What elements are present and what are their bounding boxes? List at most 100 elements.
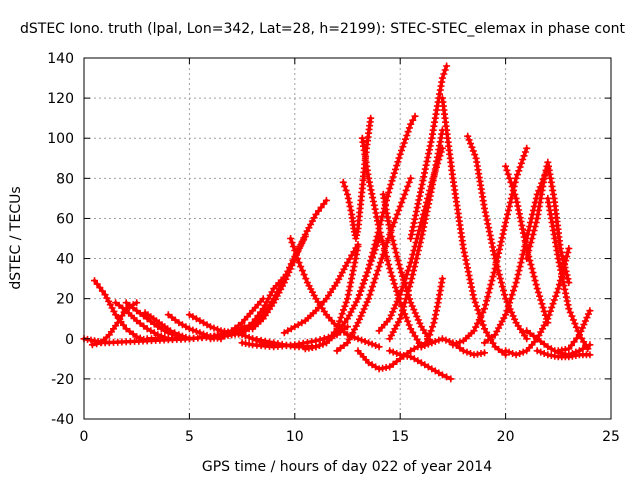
data-point-marker xyxy=(283,272,291,280)
data-point-marker xyxy=(481,325,488,333)
data-point-marker xyxy=(484,293,492,301)
data-point-marker xyxy=(512,279,520,287)
data-point-marker xyxy=(389,237,397,244)
data-point-marker xyxy=(388,233,396,240)
data-point-marker xyxy=(536,292,544,300)
y-tick-label: -20 xyxy=(51,372,74,388)
data-point-marker xyxy=(509,350,517,357)
data-point-marker xyxy=(214,325,221,333)
data-series xyxy=(464,132,531,343)
data-point-marker xyxy=(404,182,412,190)
data-point-marker xyxy=(386,347,394,355)
data-point-marker xyxy=(399,143,407,151)
data-point-marker xyxy=(511,190,519,198)
data-point-marker xyxy=(562,267,570,275)
data-point-marker xyxy=(344,323,351,331)
data-point-marker xyxy=(398,287,405,295)
data-point-marker xyxy=(431,338,439,345)
data-point-marker xyxy=(339,178,347,186)
data-point-marker xyxy=(369,249,377,256)
data-point-marker xyxy=(441,66,449,74)
data-point-marker xyxy=(528,265,536,273)
data-series xyxy=(91,277,151,345)
data-point-marker xyxy=(397,268,405,276)
data-point-marker xyxy=(405,124,413,132)
data-point-marker xyxy=(300,271,308,279)
data-point-marker xyxy=(532,281,540,289)
data-point-marker xyxy=(562,289,570,297)
data-point-marker xyxy=(405,178,413,186)
data-point-marker xyxy=(484,220,492,228)
data-point-marker xyxy=(545,311,553,319)
data-point-marker xyxy=(497,238,505,246)
data-point-marker xyxy=(320,334,328,342)
data-series xyxy=(523,158,573,287)
data-point-marker xyxy=(404,128,412,136)
data-point-marker xyxy=(389,173,397,181)
x-tick-label: 25 xyxy=(602,429,620,445)
data-point-marker xyxy=(249,335,257,343)
data-point-marker xyxy=(470,327,478,335)
data-point-marker xyxy=(538,300,546,308)
data-point-marker xyxy=(528,235,536,242)
data-point-marker xyxy=(337,314,345,321)
data-point-marker xyxy=(402,186,410,194)
data-point-marker xyxy=(530,227,538,234)
data-point-marker xyxy=(342,298,350,306)
data-point-marker xyxy=(392,165,399,173)
data-point-marker xyxy=(531,277,539,285)
data-point-marker xyxy=(504,303,512,311)
data-point-marker xyxy=(517,159,525,167)
data-point-marker xyxy=(120,321,127,329)
data-point-marker xyxy=(370,279,378,287)
data-point-marker xyxy=(479,308,487,316)
data-point-marker xyxy=(502,347,510,355)
data-point-marker xyxy=(519,348,527,356)
data-point-marker xyxy=(586,351,594,359)
y-tick-label: 140 xyxy=(47,51,74,67)
data-point-marker xyxy=(425,146,433,154)
data-point-marker xyxy=(424,204,432,212)
data-point-marker xyxy=(540,350,548,357)
data-point-marker xyxy=(394,158,402,166)
data-point-marker xyxy=(410,306,418,314)
data-point-marker xyxy=(440,70,448,78)
data-point-marker xyxy=(350,248,358,256)
data-point-marker xyxy=(481,208,489,216)
data-point-marker xyxy=(372,342,380,349)
data-point-marker xyxy=(490,269,498,277)
data-point-marker xyxy=(287,235,295,242)
data-point-marker xyxy=(196,317,204,325)
data-point-marker xyxy=(496,275,504,283)
data-point-marker xyxy=(471,298,479,306)
data-point-marker xyxy=(428,339,436,347)
data-point-marker xyxy=(554,285,562,293)
data-point-marker xyxy=(373,271,380,279)
data-point-marker xyxy=(403,271,411,279)
data-point-marker xyxy=(560,260,568,268)
data-point-marker xyxy=(342,186,350,194)
data-point-marker xyxy=(558,270,565,278)
data-point-marker xyxy=(399,307,406,315)
data-point-marker xyxy=(367,114,375,122)
data-point-marker xyxy=(513,275,521,283)
tick-layer: 0 5 10 15 20 25 -40 -20 0 20 40 60 80 100 120 140 xyxy=(47,51,620,445)
data-point-marker xyxy=(572,348,580,356)
data-point-marker xyxy=(473,302,481,310)
data-point-marker xyxy=(500,226,508,234)
data-point-marker xyxy=(512,351,520,359)
data-point-marker xyxy=(386,184,394,192)
data-point-marker xyxy=(481,349,488,357)
data-point-marker xyxy=(413,255,420,263)
data-point-marker xyxy=(508,308,516,316)
data-point-marker xyxy=(298,237,306,245)
data-point-marker xyxy=(365,339,373,347)
data-point-marker xyxy=(396,265,404,273)
data-point-marker xyxy=(511,283,519,291)
data-point-marker xyxy=(580,321,588,328)
data-point-marker xyxy=(344,194,352,202)
data-point-marker xyxy=(192,327,200,335)
data-point-marker xyxy=(467,350,474,357)
data-point-marker xyxy=(368,190,376,198)
